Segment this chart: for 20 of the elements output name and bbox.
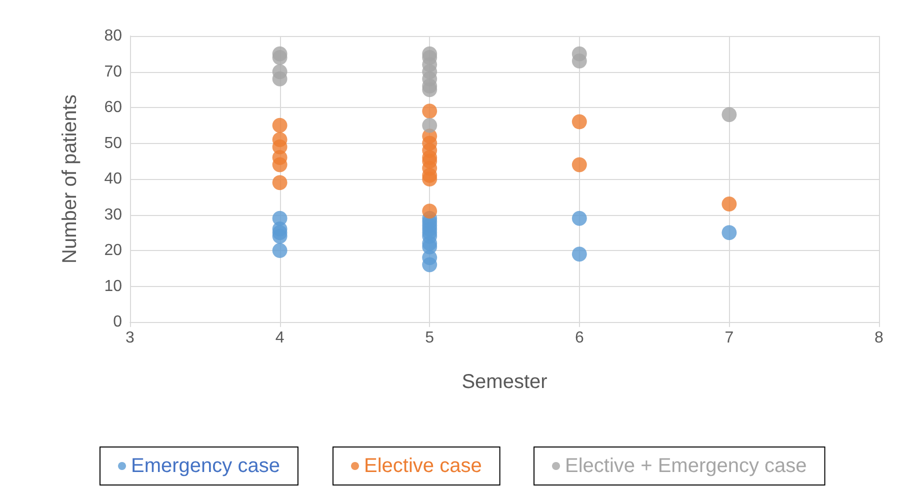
y-tick-label: 60 [104,99,122,116]
y-tick-label: 80 [104,28,122,44]
x-axis-title: Semester [462,371,548,393]
x-tick-label: 3 [126,330,135,346]
x-tick-label: 5 [425,330,434,346]
x-tick-label: 6 [574,330,584,346]
y-tick-label: 0 [113,314,122,330]
y-tick-label: 70 [104,63,122,80]
x-tick-label: 7 [724,330,734,346]
y-tick-label: 50 [104,134,122,152]
y-tick-label: 20 [104,242,122,259]
legend-label: Emergency case [131,455,280,477]
x-tick-label: 8 [874,330,884,346]
y-tick-label: 40 [104,170,122,188]
x-tick-label: 4 [275,330,284,346]
y-axis-title: Number of patients [59,94,81,264]
legend-label: Elective case [364,455,482,477]
legend-label: Elective + Emergency case [565,455,807,477]
y-tick-label: 10 [104,278,122,295]
y-tick-label: 30 [104,206,122,224]
